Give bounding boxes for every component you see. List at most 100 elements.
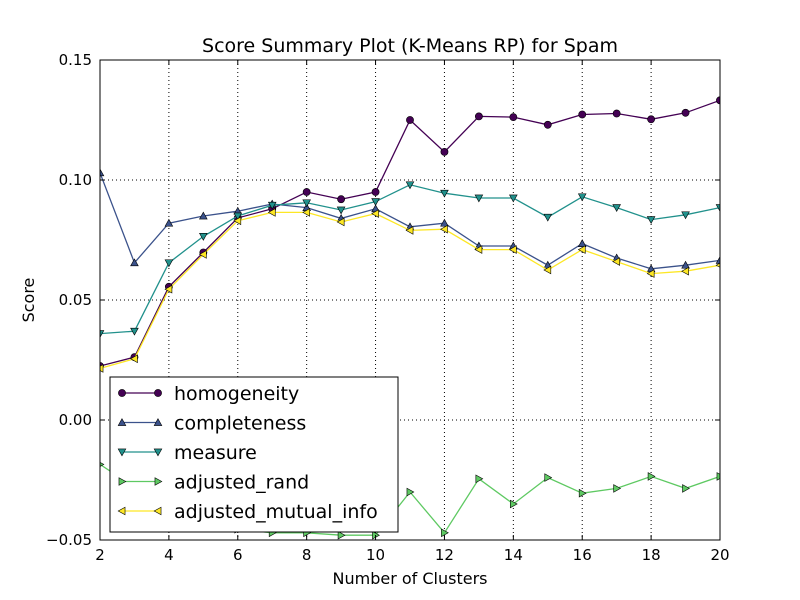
- legend-marker: [117, 418, 127, 426]
- data-point: [682, 484, 690, 493]
- data-point: [716, 96, 720, 105]
- data-point: [337, 195, 346, 204]
- axis-ticks: 2 4 6 8 10 12 14 16 18 20 −0.05 0.00 0.05 0.10 0.15: [46, 51, 730, 564]
- data-point: [577, 245, 586, 254]
- data-point: [130, 354, 138, 364]
- x-axis-label: Number of Clusters: [333, 569, 488, 588]
- data-point: [405, 181, 415, 190]
- data-point: [681, 260, 690, 269]
- legend-marker: [154, 477, 163, 486]
- x-tick-label: 10: [366, 546, 385, 564]
- data-point: [474, 112, 483, 121]
- legend-label: measure: [174, 442, 257, 464]
- y-tick-label: −0.05: [46, 531, 92, 549]
- legend-marker: [153, 506, 162, 516]
- x-tick-label: 16: [573, 546, 592, 564]
- data-point: [681, 108, 690, 117]
- data-point: [164, 218, 174, 227]
- chart-title: Score Summary Plot (K-Means RP) for Spam: [202, 35, 618, 57]
- data-point: [474, 245, 483, 254]
- data-point: [371, 198, 380, 207]
- data-point: [406, 487, 415, 497]
- data-point: [130, 327, 139, 336]
- x-tick-label: 8: [302, 546, 312, 564]
- data-point: [612, 109, 621, 118]
- data-point: [715, 204, 720, 213]
- data-point: [302, 188, 311, 196]
- legend-item: adjusted_mutual_info: [117, 501, 378, 523]
- x-tick-label: 2: [95, 546, 105, 564]
- legend-item: homogeneity: [118, 383, 299, 405]
- data-point: [646, 269, 655, 278]
- legend: homogeneity completeness measure adjusted_r…: [109, 376, 399, 533]
- legend-marker: [153, 448, 163, 457]
- data-point: [646, 216, 656, 225]
- data-point: [198, 250, 207, 259]
- data-point: [371, 188, 380, 196]
- x-tick-label: 12: [435, 546, 454, 564]
- data-point: [164, 284, 173, 294]
- data-point: [233, 216, 242, 226]
- data-point: [509, 194, 518, 203]
- series-completeness: [100, 168, 720, 273]
- data-point: [233, 212, 243, 221]
- legend-marker: [153, 418, 163, 426]
- data-point: [543, 120, 552, 129]
- y-axis-label: Score: [19, 278, 38, 323]
- data-point: [337, 530, 346, 540]
- data-point: [336, 206, 346, 215]
- data-point: [543, 213, 553, 222]
- legend-item: adjusted_rand: [118, 472, 309, 494]
- data-point: [474, 194, 484, 203]
- data-point: [578, 488, 587, 498]
- data-point: [509, 499, 518, 509]
- y-tick-label: 0.15: [59, 51, 92, 69]
- data-point: [509, 113, 518, 122]
- data-point: [100, 364, 104, 373]
- y-tick-label: 0.10: [59, 171, 92, 189]
- data-point: [508, 245, 517, 254]
- data-point: [681, 266, 689, 276]
- legend-label: completeness: [174, 413, 306, 435]
- data-point: [543, 265, 552, 275]
- data-point: [100, 330, 105, 339]
- data-point: [716, 472, 720, 481]
- data-point: [267, 208, 276, 217]
- data-point: [441, 528, 449, 538]
- legend-marker: [154, 389, 162, 397]
- data-point: [130, 258, 139, 267]
- data-point: [681, 211, 690, 220]
- x-tick-label: 6: [233, 546, 243, 564]
- data-point: [577, 193, 587, 202]
- x-tick-label: 18: [642, 546, 661, 564]
- y-tick-label: 0.00: [59, 411, 92, 429]
- data-point: [199, 233, 208, 241]
- legend-marker: [117, 448, 127, 457]
- data-point: [199, 211, 208, 220]
- legend-marker: [117, 506, 126, 516]
- data-point: [612, 204, 621, 213]
- legend-item: completeness: [117, 413, 306, 435]
- data-point: [100, 168, 105, 177]
- data-point: [406, 116, 414, 124]
- legend-label: adjusted_mutual_info: [174, 501, 378, 523]
- x-tick-label: 20: [710, 546, 729, 564]
- data-point: [440, 189, 449, 198]
- x-tick-label: 14: [504, 546, 523, 564]
- data-point: [440, 218, 449, 227]
- data-point: [647, 472, 656, 481]
- legend-item: measure: [117, 442, 257, 464]
- data-point: [164, 259, 174, 268]
- legend-label: adjusted_rand: [174, 472, 309, 494]
- data-point: [613, 484, 622, 493]
- legend-marker: [118, 477, 127, 486]
- legend-marker: [118, 389, 126, 397]
- data-point: [302, 208, 311, 217]
- data-point: [647, 115, 656, 124]
- data-point: [612, 257, 621, 266]
- data-point: [475, 474, 484, 484]
- data-point: [440, 224, 448, 234]
- legend-label: homogeneity: [174, 383, 299, 405]
- data-point: [267, 201, 277, 210]
- data-point: [715, 255, 720, 264]
